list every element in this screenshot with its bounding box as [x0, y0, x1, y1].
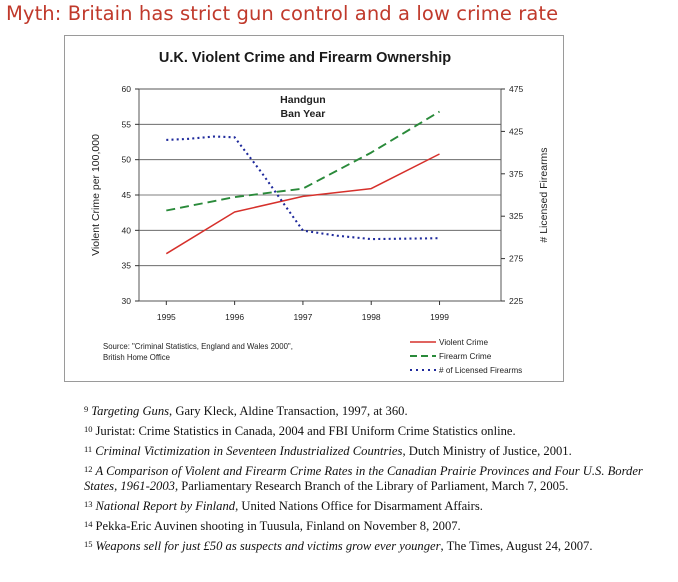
footnote-13: 13 National Report by Finland, United Nat… — [84, 499, 664, 514]
footnote-text: Targeting Guns, Gary Kleck, Aldine Trans… — [91, 404, 408, 418]
x-tick-label: 1998 — [362, 312, 381, 322]
y-tick-label: 40 — [122, 225, 132, 235]
annotation-line: Ban Year — [281, 108, 326, 120]
footnote-14: 14 Pekka-Eric Auvinen shooting in Tuusula… — [84, 519, 664, 534]
y2-tick-label: 475 — [509, 84, 523, 94]
x-tick-label: 1996 — [225, 312, 244, 322]
y2-tick-label: 225 — [509, 296, 523, 306]
footnote-number: 10 — [84, 424, 93, 434]
y-tick-label: 35 — [122, 261, 132, 271]
series-line-2 — [166, 110, 440, 212]
y-tick-label: 30 — [122, 296, 132, 306]
footnote-number: 13 — [84, 499, 93, 509]
page-headline: Myth: Britain has strict gun control and… — [6, 2, 559, 25]
footnote-text: Pekka-Eric Auvinen shooting in Tuusula, … — [95, 519, 461, 533]
legend-label-1: Violent Crime — [439, 338, 488, 347]
series-line-3 — [166, 135, 440, 241]
footnote-text: Weapons sell for just £50 as suspects an… — [95, 539, 593, 553]
footnote-15: 15 Weapons sell for just £50 as suspects … — [84, 539, 664, 554]
footnote-number: 12 — [84, 464, 93, 474]
y-tick-label: 45 — [122, 190, 132, 200]
source-line: British Home Office — [103, 353, 170, 362]
footnote-text: Criminal Victimization in Seventeen Indu… — [95, 444, 572, 458]
x-tick-label: 1997 — [293, 312, 312, 322]
footnote-text: A Comparison of Violent and Firearm Crim… — [84, 464, 643, 493]
chart-title: U.K. Violent Crime and Firearm Ownership — [159, 50, 451, 66]
chart-source: Source: "Criminal Statistics, England an… — [103, 342, 293, 362]
series-layer — [165, 110, 440, 255]
chart-legend: Violent Crime Firearm Crime # of Licensed … — [410, 338, 522, 375]
y2-axis-label: # Licensed Firearms — [538, 147, 550, 242]
footnote-text: National Report by Finland, United Natio… — [95, 499, 483, 513]
y2-tick-label: 375 — [509, 169, 523, 179]
x-tick-label: 1999 — [430, 312, 449, 322]
footnote-9: 9 Targeting Guns, Gary Kleck, Aldine Tran… — [84, 404, 664, 419]
axis-ticks: 30 35 40 45 50 55 60 225 275 325 375 425 475 1995 1996… — [122, 84, 524, 322]
footnote-number: 9 — [84, 404, 89, 414]
legend-label-3: # of Licensed Firearms — [439, 366, 522, 375]
line-chart: U.K. Violent Crime and Firearm Ownership… — [90, 50, 550, 375]
y2-tick-label: 275 — [509, 254, 523, 264]
footnote-number: 15 — [84, 539, 93, 549]
annotation-line: Handgun — [280, 94, 326, 106]
footnote-text: Juristat: Crime Statistics in Canada, 20… — [95, 424, 516, 438]
y-tick-label: 60 — [122, 84, 132, 94]
source-line: Source: "Criminal Statistics, England an… — [103, 342, 293, 351]
footnote-number: 14 — [84, 519, 93, 529]
y-tick-label: 55 — [122, 119, 132, 129]
x-tick-label: 1995 — [157, 312, 176, 322]
y2-tick-label: 425 — [509, 126, 523, 136]
footnote-10: 10 Juristat: Crime Statistics in Canada, … — [84, 424, 664, 439]
footnotes: 9 Targeting Guns, Gary Kleck, Aldine Tran… — [84, 404, 664, 553]
y-tick-label: 50 — [122, 155, 132, 165]
footnote-11: 11 Criminal Victimization in Seventeen In… — [84, 444, 664, 459]
legend-label-2: Firearm Crime — [439, 352, 492, 361]
footnote-12: 12 A Comparison of Violent and Firearm Cr… — [84, 464, 664, 494]
footnote-number: 11 — [84, 444, 93, 454]
handgun-ban-annotation: Handgun Ban Year — [280, 94, 326, 120]
chart-frame: U.K. Violent Crime and Firearm Ownership… — [64, 35, 564, 382]
y-axis-label: Violent Crime per 100,000 — [90, 134, 102, 256]
series-line-1 — [165, 153, 440, 255]
y2-tick-label: 325 — [509, 211, 523, 221]
